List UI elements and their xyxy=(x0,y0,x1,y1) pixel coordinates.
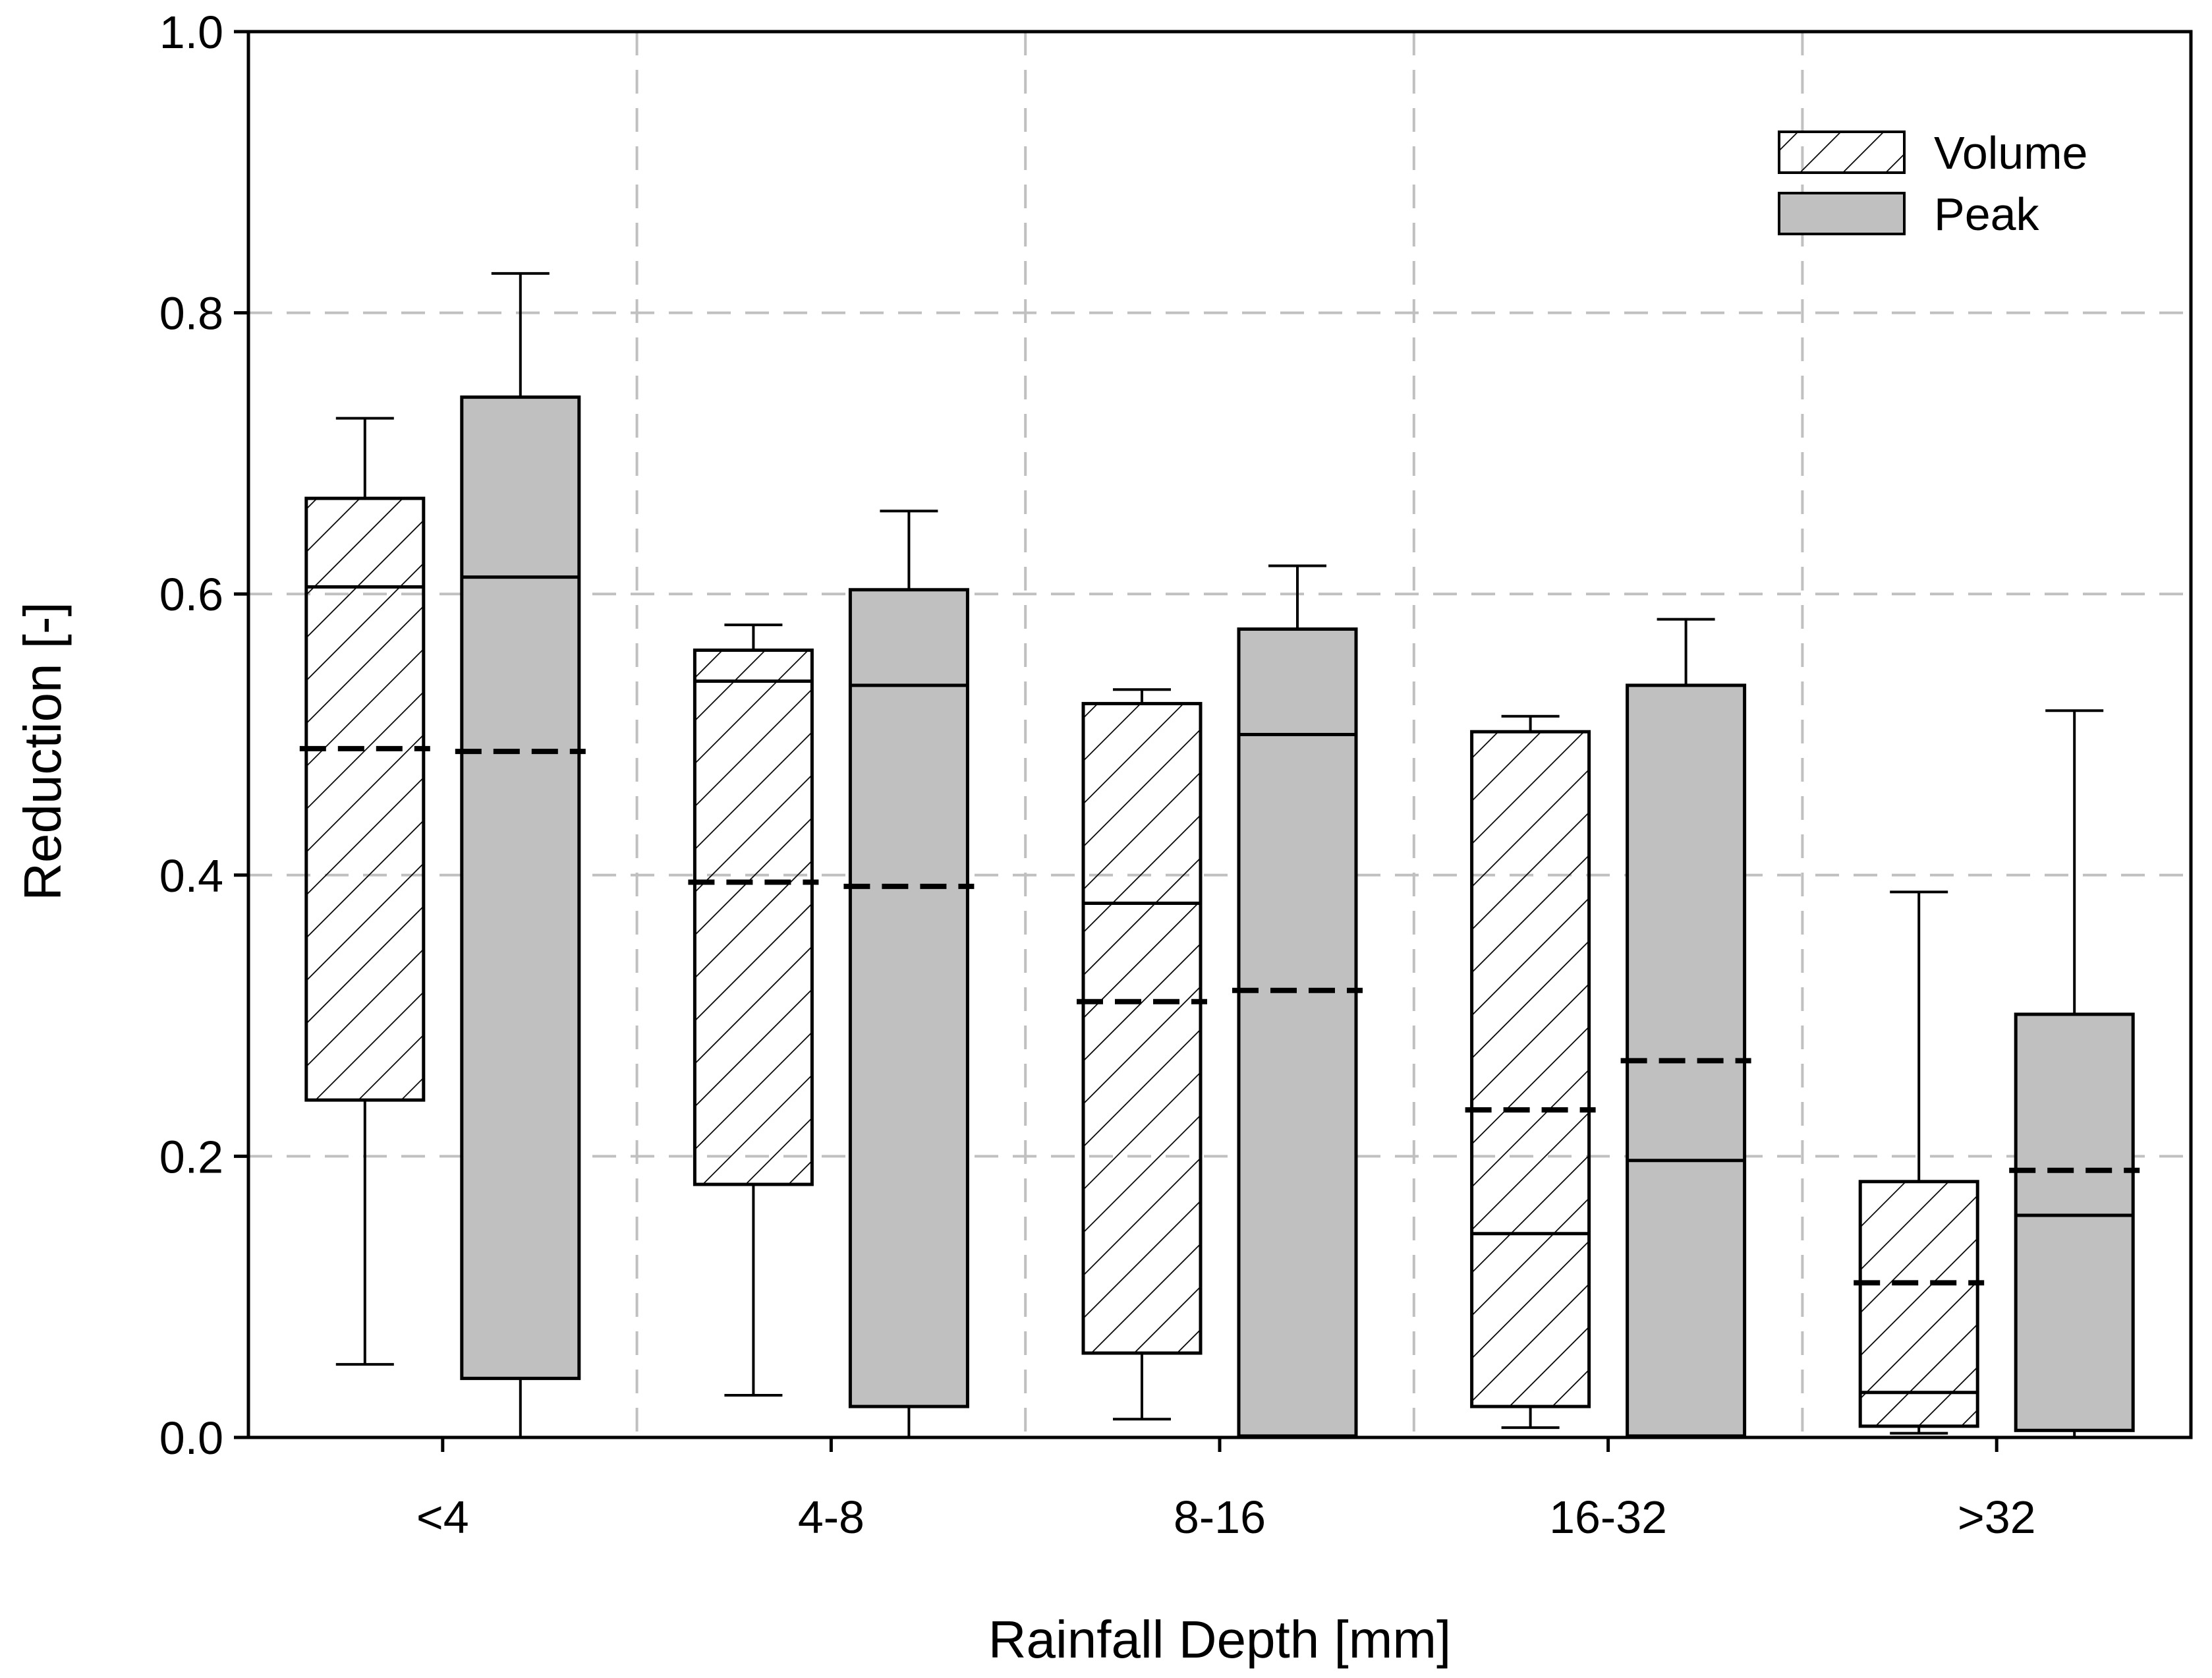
volume-box-4 xyxy=(1854,890,1985,1435)
box xyxy=(304,496,426,1102)
legend-label-peak: Peak xyxy=(1934,188,2040,240)
legend-label-volume: Volume xyxy=(1934,127,2087,179)
box xyxy=(2014,1012,2135,1432)
peak-box-1 xyxy=(843,509,975,1437)
volume-box-1 xyxy=(688,623,819,1397)
y-tick-label: 0.8 xyxy=(159,288,223,339)
y-tick-label: 1.0 xyxy=(159,7,223,58)
legend-swatch-peak xyxy=(1778,192,1906,235)
x-tick-label: 8-16 xyxy=(1174,1491,1266,1543)
x-axis-title: Rainfall Depth [mm] xyxy=(988,1610,1451,1669)
peak-box-3 xyxy=(1620,618,1751,1438)
y-tick-label: 0.2 xyxy=(159,1131,223,1182)
box xyxy=(848,588,969,1408)
peak-box-2 xyxy=(1232,564,1363,1438)
x-tick-label: 16-32 xyxy=(1549,1491,1667,1543)
volume-box-0 xyxy=(299,417,430,1366)
volume-box-3 xyxy=(1465,714,1596,1430)
peak-box-4 xyxy=(2009,709,2140,1437)
peak-box-0 xyxy=(455,272,586,1437)
box xyxy=(693,649,814,1186)
legend-swatch-volume xyxy=(1778,130,1906,174)
box xyxy=(1237,627,1358,1438)
volume-box-2 xyxy=(1077,688,1207,1421)
x-axis-ticks: <4 4-8 8-16 16-32 >32 xyxy=(416,1437,2036,1543)
x-tick-label: >32 xyxy=(1958,1491,2036,1543)
x-tick-label: 4-8 xyxy=(798,1491,865,1543)
box xyxy=(1858,1180,1979,1428)
y-tick-label: 0.6 xyxy=(159,569,223,620)
y-tick-label: 0.0 xyxy=(159,1412,223,1464)
y-axis-ticks: 0.0 0.2 0.4 0.6 0.8 1.0 xyxy=(159,7,248,1464)
y-axis-title: Reduction [-] xyxy=(13,602,72,901)
box xyxy=(460,395,581,1380)
y-tick-label: 0.4 xyxy=(159,850,223,902)
box-series xyxy=(299,272,2140,1438)
box xyxy=(1470,730,1591,1408)
box xyxy=(1081,702,1203,1355)
x-tick-label: <4 xyxy=(416,1491,469,1543)
legend: Volume Peak xyxy=(1778,127,2087,240)
